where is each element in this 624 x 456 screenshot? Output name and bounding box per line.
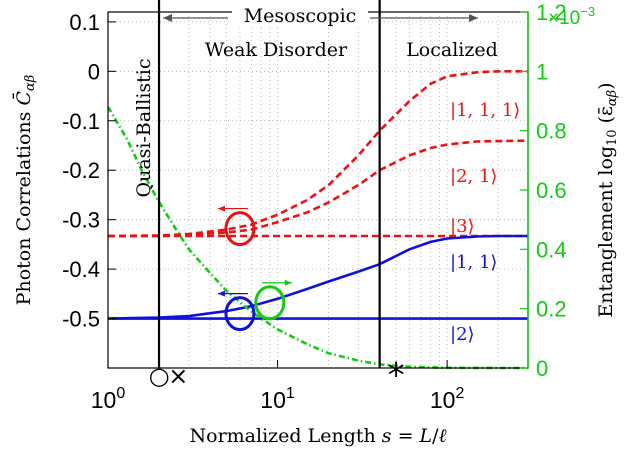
y-tick-label-right: 0.2 <box>536 297 567 322</box>
series-axis-marker <box>224 211 256 247</box>
y-tick-label-left: -0.2 <box>62 158 100 183</box>
series-axis-marker <box>254 285 286 321</box>
y-tick-label-right: 0 <box>536 356 548 381</box>
series-line-3 <box>107 234 528 320</box>
mesoscopic-banner: Mesoscopic <box>163 4 478 27</box>
x-axis-title: Normalized Length s = L/ℓ <box>190 425 447 447</box>
y-tick-label-right: 0.4 <box>536 237 567 262</box>
y-tick-label-left: 0 <box>88 59 100 84</box>
y-tick-label-left: -0.3 <box>62 208 100 233</box>
y-tick-label-right: 1.2 <box>536 0 567 25</box>
region-label-quasi-ballistic: Quasi-Ballistic <box>133 58 155 197</box>
y-tick-label-right: 0.6 <box>536 178 567 203</box>
label-111: |1, 1, 1⟩ <box>450 100 520 121</box>
bottom-marker: × <box>168 362 188 390</box>
overlay-layer: ○× * <box>149 0 405 396</box>
series-line-5 <box>106 106 528 370</box>
y-tick-label-left: -0.1 <box>62 109 100 134</box>
y-axis-title-right: Entanglement log10 (ε̄αβ) <box>595 82 620 317</box>
y-tick-label-right: 1 <box>536 59 548 84</box>
series-layer <box>106 70 529 370</box>
y-tick-label-right: 0.8 <box>536 119 567 144</box>
ticks-layer: 100 101 1020.10-0.1-0.2-0.3-0.4-0.51.210.8… <box>62 0 567 413</box>
bottom-marker: ○ <box>149 362 170 390</box>
bottom-marker: * <box>388 356 405 396</box>
series-line-0 <box>107 70 528 238</box>
series-axis-marker <box>224 296 256 332</box>
y-tick-label-left: -0.5 <box>62 307 100 332</box>
series-line-1 <box>108 139 529 238</box>
region-label-weak-disorder: Weak Disorder <box>205 39 348 61</box>
region-label-localized: Localized <box>406 39 498 61</box>
marker-arrow-head <box>217 205 225 212</box>
label-11: |1, 1⟩ <box>450 252 497 273</box>
y-axis-title-left: Photon Correlations C̄αβ <box>12 75 38 306</box>
marker-arrow-head <box>217 290 225 297</box>
mesoscopic-label: Mesoscopic <box>244 5 357 27</box>
label-3: |3⟩ <box>450 216 475 237</box>
label-21: |2, 1⟩ <box>450 166 497 187</box>
marker-arrow-head <box>284 279 292 286</box>
y-tick-label-left: 0.1 <box>69 10 100 35</box>
y-tick-label-left: -0.4 <box>62 257 100 282</box>
label-2: |2⟩ <box>450 324 475 345</box>
